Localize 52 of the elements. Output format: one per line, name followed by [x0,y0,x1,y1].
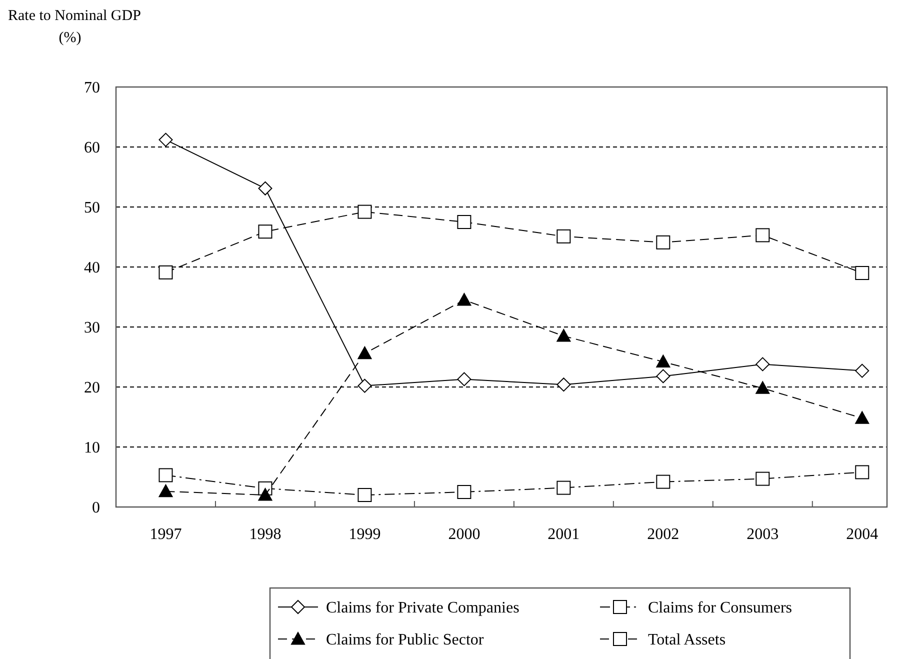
legend-label: Total Assets [648,632,726,649]
point [556,480,571,495]
point [457,372,472,386]
y-tick-label: 20 [84,380,100,397]
point [656,474,670,489]
point [358,204,372,219]
point [258,224,272,239]
x-tick-label: 1997 [150,526,182,543]
point [855,364,870,378]
y-tick-label: 60 [84,140,100,157]
legend-label: Claims for Public Sector [326,632,484,649]
point [258,488,272,501]
y-tick-label: 0 [92,500,100,517]
point [556,378,571,392]
point [855,411,870,424]
x-tick-label: 2000 [448,526,480,543]
point [358,378,372,393]
point [855,266,870,280]
y-axis-title: Rate to Nominal GDP (%) [8,8,141,46]
y-tick-label: 50 [84,200,100,217]
point [756,472,770,486]
y-tick-label: 70 [84,80,100,97]
x-tick-label: 2004 [846,526,878,543]
x-tick-label: 2002 [647,526,680,543]
point [756,381,770,394]
y-tick-label: 40 [84,260,100,277]
x-tick-label: 1999 [348,526,381,543]
point [756,357,770,372]
x-tick-label: 2003 [746,526,779,543]
point [556,329,571,342]
point [457,485,472,499]
point [358,346,372,360]
y-tick-label: 10 [84,440,100,457]
legend-label: Claims for Private Companies [326,600,520,617]
point [158,265,173,280]
point [855,465,870,480]
point [158,132,173,147]
point [258,181,272,196]
point [556,229,571,244]
point [158,468,173,482]
x-tick-label: 1998 [249,526,282,543]
point [656,235,670,250]
point [756,228,770,242]
point [158,484,173,498]
point [656,369,670,384]
point [358,488,372,502]
point [457,293,472,306]
legend-label: Claims for Consumers [648,600,792,617]
x-tick-label: 2001 [548,526,580,543]
point [656,354,670,368]
point [457,215,472,229]
y-tick-label: 30 [84,320,100,337]
